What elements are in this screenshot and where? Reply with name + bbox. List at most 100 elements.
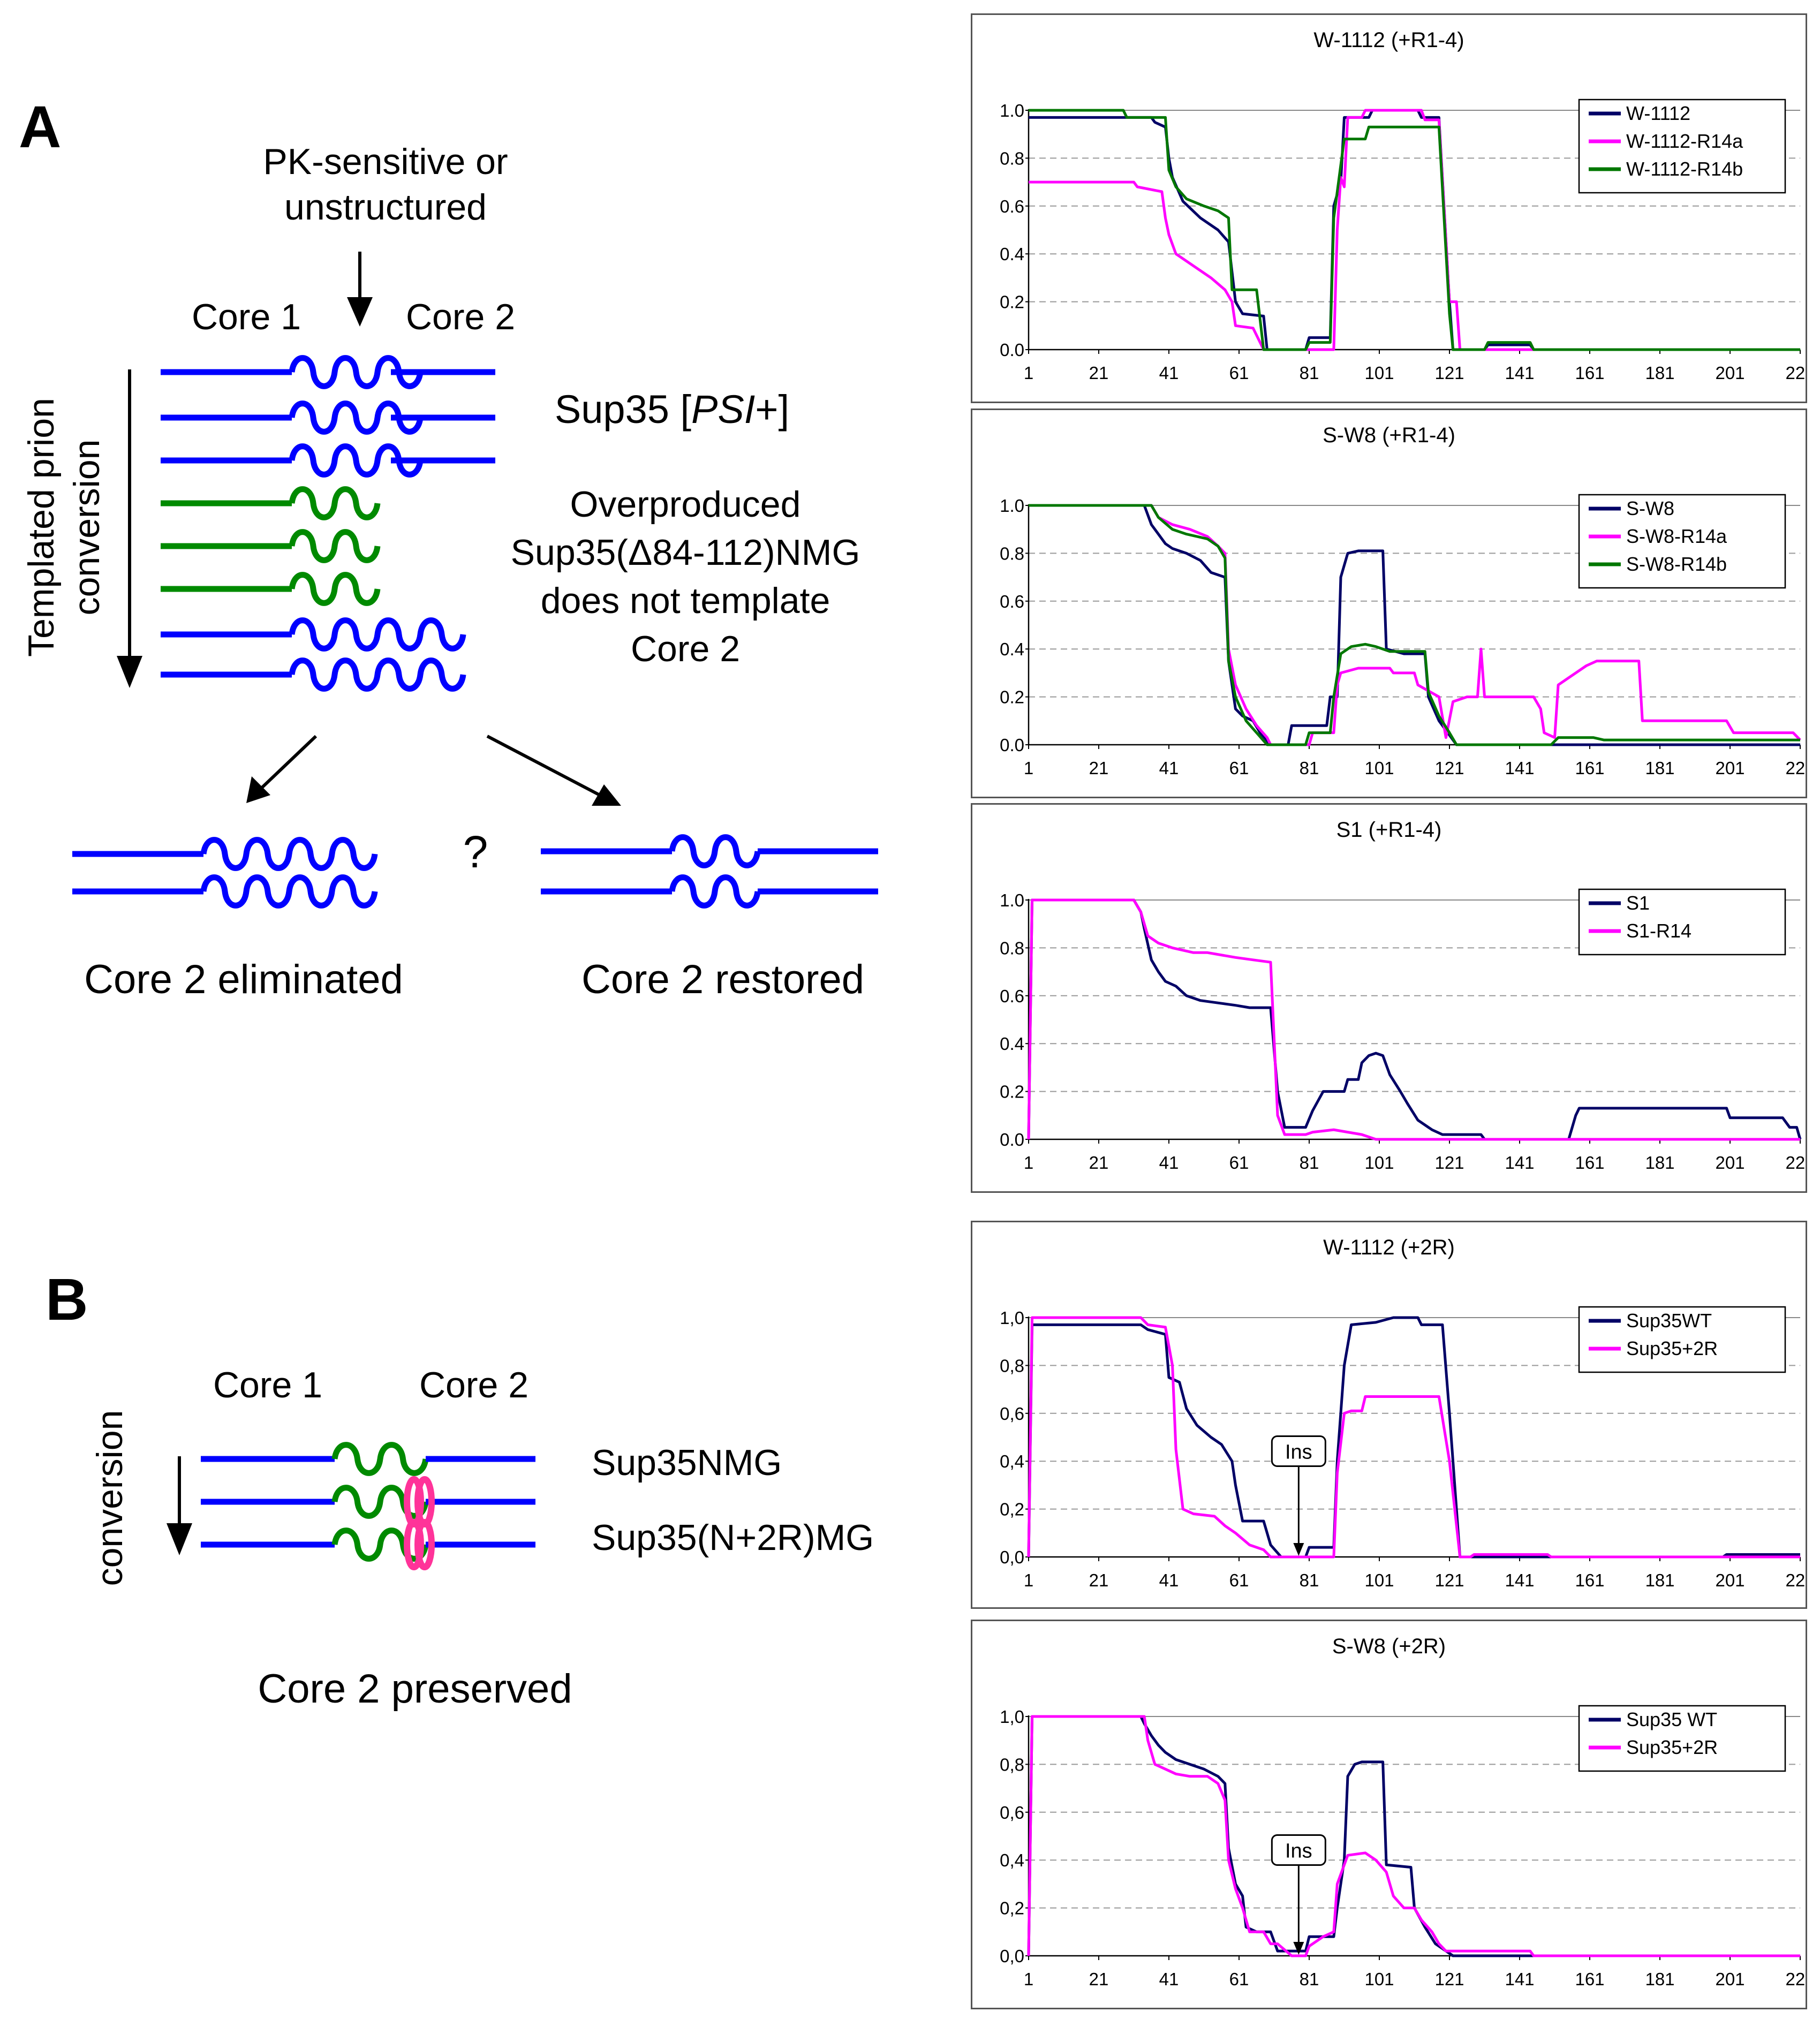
y-tick-label: 0.2: [1000, 292, 1024, 312]
x-tick-label: 101: [1364, 1969, 1394, 1989]
series-line-2: [1027, 1316, 1800, 1559]
y-tick-label: 1.0: [1000, 496, 1024, 516]
x-tick-label: 201: [1715, 1153, 1745, 1173]
y-tick-label: 0,4: [1000, 1850, 1024, 1870]
ins-label: Ins: [1285, 1840, 1312, 1863]
strand-green-2: [161, 529, 381, 563]
legend-label: Sup35+2R: [1626, 1337, 1718, 1359]
y-tick-label: 0,4: [1000, 1451, 1024, 1471]
strand-eliminated-1: [72, 837, 378, 871]
x-tick-label: 221: [1785, 1570, 1806, 1590]
y-tick-label: 0.8: [1000, 938, 1024, 958]
templated-prion-text: Templated prion: [21, 398, 62, 657]
series-line-3: [1029, 109, 1800, 351]
strand-b-1: [201, 1442, 535, 1476]
series-line-2: [1027, 1715, 1800, 1957]
chart-panel-w1112-r14: W-1112 (+R1-4) 0.0 0.2 0.4 0.6 0.8 1.0 1 21 41 61 8…: [971, 13, 1807, 403]
x-tick-label: 161: [1575, 1570, 1604, 1590]
x-tick-label: 141: [1505, 1153, 1534, 1173]
x-tick-label: 221: [1785, 1969, 1806, 1989]
y-tick-label: 0.0: [1000, 340, 1024, 360]
question-mark: ?: [463, 827, 488, 877]
y-tick-label: 0,8: [1000, 1356, 1024, 1375]
x-tick-label: 21: [1089, 758, 1109, 778]
x-tick-label: 1: [1024, 363, 1033, 383]
core2-restored-label: Core 2 restored: [582, 957, 864, 1002]
panel-a-label: A: [19, 94, 61, 160]
chart-w1112-r14: W-1112 (+R1-4)0.00.20.40.60.81.01 21 41 61 8…: [1000, 28, 1806, 383]
core2-preserved-label: Core 2 preserved: [258, 1666, 572, 1712]
legend-label: W-1112-R14b: [1626, 158, 1743, 180]
strand-b-3: [201, 1527, 535, 1562]
x-tick-label: 61: [1229, 1570, 1249, 1590]
overproduced-line4: Core 2: [631, 629, 740, 669]
x-tick-label: 21: [1089, 1969, 1109, 1989]
legend: S-W8 S-W8-R14a S-W8-R14b: [1578, 494, 1786, 589]
x-tick-label: 181: [1645, 1153, 1674, 1173]
x-tick-label: 121: [1434, 363, 1464, 383]
y-tick-label: 1,0: [1000, 1308, 1024, 1328]
x-tick-label: 41: [1159, 758, 1179, 778]
chart-title: S-W8 (+2R): [1332, 1635, 1446, 1658]
chart-panel-sw8-2r: S-W8 (+2R) 0,0 0,2 0,4 0,6 0,8 1,0 1 21 41 61 81 101…: [971, 1620, 1807, 2009]
y-tick-label: 0,2: [1000, 1500, 1024, 1519]
chart-sw8-2r: S-W8 (+2R)0,00,20,40,60,81,01 21 41 61 81 101…: [1000, 1635, 1806, 1989]
y-tick-label: 0,6: [1000, 1803, 1024, 1822]
ins-label: Ins: [1285, 1441, 1312, 1464]
chart-w1112-2r: W-1112 (+2R)0,00,20,40,60,81,01 21 41 61 81 1…: [1000, 1236, 1806, 1590]
series-line-1: [1027, 898, 1802, 1141]
legend-label: W-1112: [1626, 102, 1690, 124]
x-tick-label: 141: [1505, 1570, 1534, 1590]
prion-strands: [72, 355, 878, 1570]
y-tick-label: 1.0: [1000, 890, 1024, 910]
x-tick-label: 101: [1364, 1570, 1394, 1590]
x-tick-label: 61: [1229, 1969, 1249, 1989]
chart-panel-s1-r14: S1 (+R1-4) 0.0 0.2 0.4 0.6 0.8 1.0 1 21 41 61 81 101…: [971, 803, 1807, 1193]
legend-label: W-1112-R14a: [1626, 130, 1743, 152]
y-tick-label: 1,0: [1000, 1707, 1024, 1727]
y-tick-label: 0,8: [1000, 1754, 1024, 1774]
x-tick-label: 21: [1089, 1570, 1109, 1590]
conversion-text-b: conversion: [89, 1410, 130, 1586]
core1-label-b: Core 1: [213, 1365, 322, 1405]
x-tick-label: 101: [1364, 758, 1394, 778]
x-tick-label: 1: [1024, 1969, 1033, 1989]
legend: Sup35WT Sup35+2R: [1578, 1306, 1786, 1373]
x-tick-label: 101: [1364, 363, 1394, 383]
x-tick-label: 141: [1505, 758, 1534, 778]
y-tick-label: 0.2: [1000, 1082, 1024, 1102]
core2-label-a: Core 2: [406, 297, 515, 337]
strand-blue-2: [161, 400, 495, 435]
x-tick-label: 201: [1715, 363, 1745, 383]
schematic-diagram: A PK-sensitive or unstructured Core 1 Co…: [19, 94, 878, 1712]
legend: Sup35 WT Sup35+2R: [1578, 1705, 1786, 1772]
legend-label: S1: [1626, 892, 1650, 914]
x-tick-label: 41: [1159, 1153, 1179, 1173]
overproduced-line3: does not template: [541, 580, 830, 621]
core2-label-b: Core 2: [419, 1365, 528, 1405]
overproduced-line1: Overproduced: [570, 484, 801, 525]
x-tick-label: 81: [1300, 1570, 1319, 1590]
x-tick-label: 181: [1645, 363, 1674, 383]
x-tick-label: 141: [1505, 363, 1534, 383]
legend-label: S-W8-R14a: [1626, 525, 1727, 547]
sup35nmg-label: Sup35NMG: [592, 1442, 782, 1483]
chart-s1-r14: S1 (+R1-4)0.00.20.40.60.81.01 21 41 61 81 101…: [1000, 818, 1806, 1173]
x-tick-label: 21: [1089, 363, 1109, 383]
x-tick-label: 61: [1229, 758, 1249, 778]
x-tick-label: 121: [1434, 1153, 1464, 1173]
conversion-arrow-a: [117, 369, 142, 688]
legend-label: Sup35+2R: [1626, 1736, 1718, 1758]
strand-green-3: [161, 572, 381, 606]
x-tick-label: 221: [1785, 1153, 1806, 1173]
chart-sw8-r14: S-W8 (+R1-4)0.00.20.40.60.81.01 21 41 61 81 1…: [1000, 423, 1806, 778]
strand-blue-extended-1: [161, 617, 466, 652]
strand-restored-2: [541, 874, 878, 909]
x-tick-label: 1: [1024, 758, 1033, 778]
x-tick-label: 1: [1024, 1570, 1033, 1590]
x-tick-label: 181: [1645, 1570, 1674, 1590]
y-tick-label: 0.6: [1000, 196, 1024, 216]
y-tick-label: 0,0: [1000, 1946, 1024, 1966]
y-tick-label: 0.8: [1000, 543, 1024, 563]
legend-label: S-W8-R14b: [1626, 553, 1727, 575]
